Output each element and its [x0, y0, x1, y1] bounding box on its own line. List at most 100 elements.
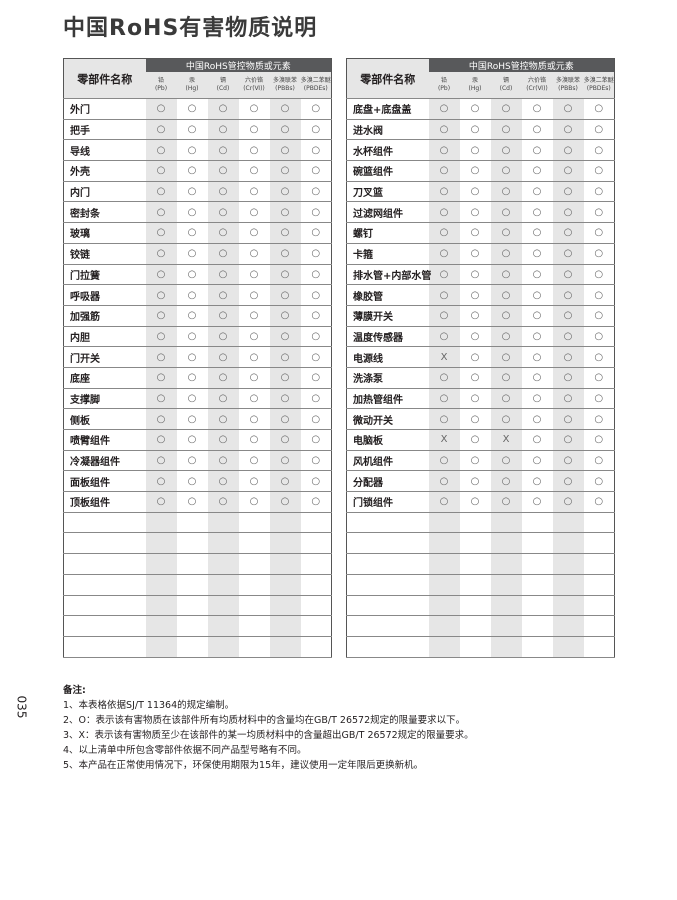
- element-name: 多溴联苯: [555, 77, 580, 84]
- mark: ○: [521, 181, 553, 203]
- mark: ○: [145, 160, 177, 182]
- part-name: 门拉簧: [63, 264, 146, 286]
- mark: ○: [490, 119, 522, 141]
- name-header: 零部件名称: [63, 58, 146, 99]
- mark: [583, 574, 615, 596]
- mark: [238, 615, 270, 637]
- mark: [207, 636, 239, 658]
- mark: ○: [428, 243, 460, 265]
- mark: ○: [238, 264, 270, 286]
- mark: ○: [176, 201, 208, 224]
- mark: ○: [428, 160, 460, 182]
- mark: ○: [207, 408, 239, 430]
- mark: [145, 512, 177, 534]
- mark: X: [428, 429, 460, 451]
- mark: ○: [145, 470, 177, 493]
- mark: ○: [207, 450, 239, 472]
- mark: ○: [207, 305, 239, 327]
- mark: ○: [176, 98, 208, 120]
- mark: ○: [176, 284, 208, 306]
- mark: ○: [269, 491, 301, 513]
- part-name: [63, 636, 146, 658]
- mark: [552, 532, 584, 555]
- name-header: 零部件名称: [346, 58, 429, 99]
- mark: ○: [459, 388, 491, 410]
- mark: ○: [459, 408, 491, 430]
- mark: ○: [552, 222, 584, 244]
- mark: ○: [521, 491, 553, 513]
- mark: ○: [300, 201, 332, 224]
- mark: ○: [521, 139, 553, 162]
- mark: [269, 636, 301, 658]
- mark: [207, 615, 239, 637]
- mark: ○: [459, 346, 491, 368]
- part-name: 加强筋: [63, 305, 146, 327]
- mark: ○: [145, 367, 177, 389]
- mark: [490, 574, 522, 596]
- mark: [490, 615, 522, 637]
- mark: ○: [459, 160, 491, 182]
- mark: ○: [521, 98, 553, 120]
- mark: ○: [490, 181, 522, 203]
- mark: ○: [459, 222, 491, 244]
- mark: ○: [459, 326, 491, 348]
- mark: ○: [552, 367, 584, 389]
- mark: ○: [459, 450, 491, 472]
- mark: [145, 574, 177, 596]
- mark: ○: [176, 305, 208, 327]
- column-header: 汞 (Hg): [459, 72, 491, 99]
- mark: ○: [428, 201, 460, 224]
- mark: ○: [300, 243, 332, 265]
- element-name: 多溴二苯醚: [300, 77, 331, 84]
- mark: ○: [583, 408, 615, 430]
- mark: ○: [269, 305, 301, 327]
- mark: [176, 615, 208, 637]
- mark: ○: [300, 222, 332, 244]
- mark: ○: [490, 450, 522, 472]
- mark: ○: [207, 201, 239, 224]
- mark: ○: [300, 264, 332, 286]
- mark: ○: [552, 119, 584, 141]
- mark: [207, 512, 239, 534]
- column-header: 六价铬 (Cr(Ⅵ)): [521, 72, 553, 99]
- mark: ○: [145, 326, 177, 348]
- column-header: 铅 (Pb): [145, 72, 177, 99]
- mark: ○: [269, 264, 301, 286]
- mark: [176, 512, 208, 534]
- mark: [176, 553, 208, 575]
- element-symbol: (PBDEs): [303, 85, 328, 92]
- mark: ○: [490, 367, 522, 389]
- mark: ○: [428, 326, 460, 348]
- mark: [145, 553, 177, 575]
- mark: [207, 532, 239, 555]
- mark: ○: [300, 367, 332, 389]
- element-name: 镉: [219, 77, 226, 84]
- mark: [207, 595, 239, 617]
- mark: [269, 574, 301, 596]
- column-header: 镉 (Cd): [490, 72, 522, 99]
- mark: ○: [300, 119, 332, 141]
- element-name: 六价铬: [244, 77, 263, 84]
- mark: ○: [583, 470, 615, 493]
- mark: ○: [521, 346, 553, 368]
- mark: [552, 512, 584, 534]
- group-header: 中国RoHS管控物质或元素: [145, 58, 332, 72]
- mark: ○: [176, 243, 208, 265]
- mark: ○: [521, 264, 553, 286]
- part-name: [63, 574, 146, 596]
- mark: ○: [300, 160, 332, 182]
- mark: ○: [521, 450, 553, 472]
- mark: ○: [459, 491, 491, 513]
- part-name: [63, 532, 146, 555]
- mark: ○: [583, 264, 615, 286]
- mark: ○: [300, 429, 332, 451]
- mark: ○: [176, 181, 208, 203]
- mark: ○: [207, 181, 239, 203]
- mark: ○: [521, 388, 553, 410]
- mark: ○: [176, 119, 208, 141]
- mark: [207, 574, 239, 596]
- mark: ○: [145, 346, 177, 368]
- mark: ○: [269, 139, 301, 162]
- rohs-table: 零部件名称 中国RoHS管控物质或元素铅 (Pb) 汞 (Hg) 镉 (Cd) 六价铬 (Cr(…: [346, 58, 616, 658]
- mark: ○: [552, 160, 584, 182]
